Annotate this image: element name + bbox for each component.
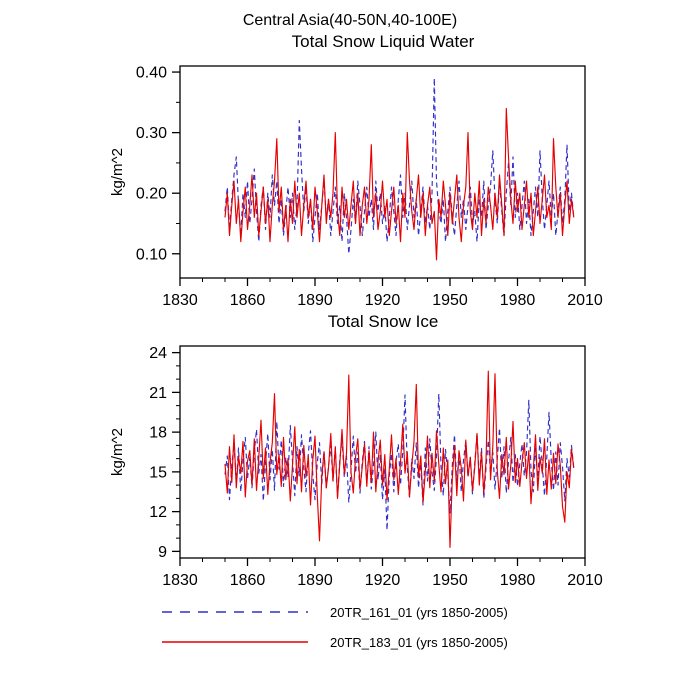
svg-text:2010: 2010 <box>567 292 603 309</box>
bottom-plot-canvas: 1830 1860 1890 1920 1950 1980 2010 9 12 15 18 21 24 k… <box>109 345 603 589</box>
top-plot-title: Total Snow Liquid Water <box>291 32 475 51</box>
svg-text:1980: 1980 <box>500 572 536 589</box>
legend: 20TR_161_01 (yrs 1850-2005) 20TR_183_01 … <box>160 600 540 654</box>
svg-text:1830: 1830 <box>162 292 198 309</box>
svg-text:1860: 1860 <box>230 572 266 589</box>
bottom-plot-title: Total Snow Ice <box>327 312 439 331</box>
svg-text:1890: 1890 <box>297 292 333 309</box>
svg-text:1830: 1830 <box>162 572 198 589</box>
svg-text:1950: 1950 <box>432 292 468 309</box>
legend-item-20tr-183-01: 20TR_183_01 (yrs 1850-2005) <box>160 630 540 654</box>
svg-text:1980: 1980 <box>500 292 536 309</box>
svg-text:0.30: 0.30 <box>136 125 167 142</box>
solid-line-sample-icon <box>162 641 308 643</box>
top-plot-canvas: 1830 1860 1890 1920 1950 1980 2010 0.10 0.20 0.30… <box>109 65 603 309</box>
legend-item-20tr-161-01: 20TR_161_01 (yrs 1850-2005) <box>160 600 540 624</box>
svg-text:2010: 2010 <box>567 572 603 589</box>
svg-text:kg/m^2: kg/m^2 <box>109 148 126 196</box>
page-title: Central Asia(40-50N,40-100E) <box>242 12 458 29</box>
legend-label: 20TR_183_01 (yrs 1850-2005) <box>330 634 508 650</box>
svg-text:1920: 1920 <box>365 572 401 589</box>
svg-text:0.40: 0.40 <box>136 65 167 82</box>
svg-text:1860: 1860 <box>230 292 266 309</box>
svg-text:1950: 1950 <box>432 572 468 589</box>
svg-text:1890: 1890 <box>297 572 333 589</box>
svg-text:0.20: 0.20 <box>136 186 167 203</box>
svg-text:9: 9 <box>158 544 167 561</box>
svg-text:21: 21 <box>149 385 167 402</box>
svg-text:1920: 1920 <box>365 292 401 309</box>
legend-label: 20TR_161_01 (yrs 1850-2005) <box>330 604 508 620</box>
svg-text:12: 12 <box>149 504 167 521</box>
svg-text:0.10: 0.10 <box>136 246 167 263</box>
dashed-line-sample-icon <box>162 611 308 613</box>
svg-text:kg/m^2: kg/m^2 <box>109 428 126 476</box>
svg-text:18: 18 <box>149 425 167 442</box>
svg-text:15: 15 <box>149 464 167 481</box>
svg-text:24: 24 <box>149 345 167 362</box>
